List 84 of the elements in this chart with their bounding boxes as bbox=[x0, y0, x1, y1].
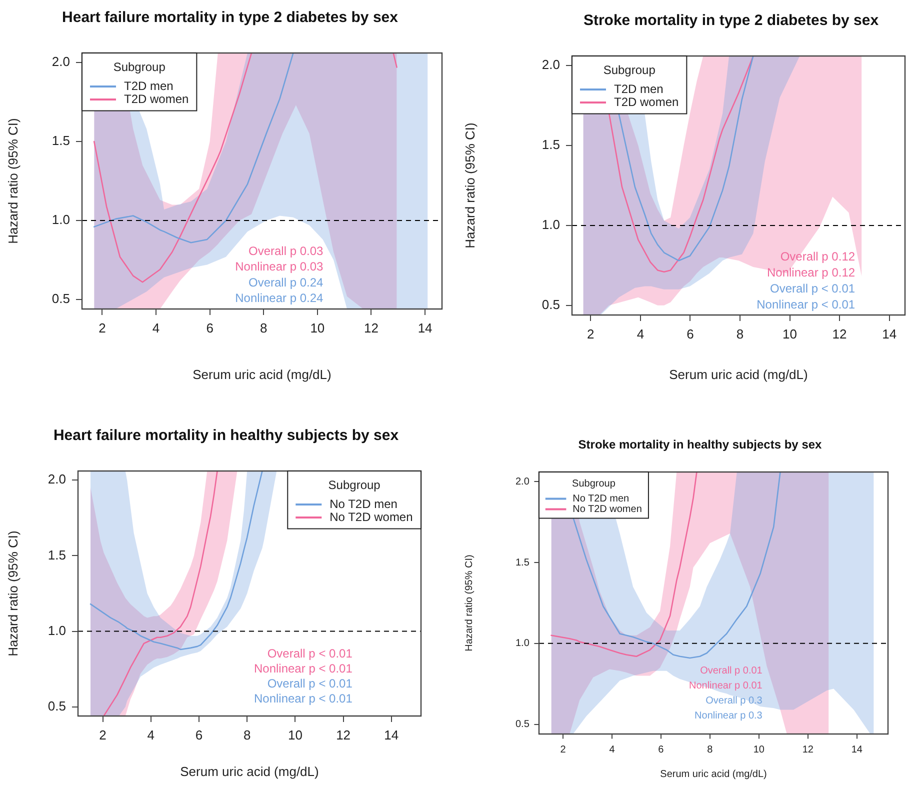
y-tick-label: 2.0 bbox=[48, 472, 66, 487]
annotation: Overall p 0.01 bbox=[700, 665, 763, 676]
chart-title: Heart failure mortality in healthy subjects by sex bbox=[53, 427, 400, 444]
annotation: Nonlinear p < 0.01 bbox=[756, 298, 856, 312]
y-tick-label: 1.0 bbox=[542, 217, 560, 232]
x-tick-label: 14 bbox=[851, 744, 863, 756]
annotation: Nonlinear p < 0.01 bbox=[254, 692, 353, 706]
y-tick-label: 2.0 bbox=[515, 476, 530, 488]
chart-title: Stroke mortality in healthy subjects by sex bbox=[578, 437, 822, 452]
x-tick-label: 6 bbox=[206, 320, 214, 336]
annotation: Overall p < 0.01 bbox=[267, 646, 353, 661]
y-axis-title: Hazard ratio (95% CI) bbox=[464, 554, 475, 652]
x-axis-title: Serum uric acid (mg/dL) bbox=[180, 764, 319, 779]
y-tick-label: 1.0 bbox=[48, 622, 66, 638]
x-tick-label: 10 bbox=[288, 727, 302, 742]
x-tick-label: 14 bbox=[882, 326, 897, 342]
annotation: Nonlinear p 0.12 bbox=[766, 266, 856, 280]
x-tick-label: 14 bbox=[418, 320, 432, 336]
x-tick-label: 12 bbox=[364, 320, 378, 336]
x-tick-label: 6 bbox=[658, 744, 664, 756]
x-tick-label: 10 bbox=[782, 326, 798, 342]
x-tick-label: 2 bbox=[99, 727, 106, 742]
y-axis-title: Hazard ratio (95% CI) bbox=[5, 530, 20, 656]
annotation: Overall p 0.24 bbox=[248, 275, 324, 290]
y-tick-label: 0.5 bbox=[515, 719, 530, 730]
x-tick-label: 8 bbox=[260, 320, 268, 336]
x-tick-label: 2 bbox=[98, 320, 106, 336]
legend-label: No T2D women bbox=[572, 504, 642, 515]
x-tick-label: 2 bbox=[560, 744, 566, 756]
y-tick-label: 0.5 bbox=[542, 296, 560, 312]
legend-label: T2D men bbox=[614, 82, 664, 96]
legend-label: T2D women bbox=[124, 92, 189, 106]
annotation: Nonlinear p < 0.01 bbox=[254, 662, 353, 676]
y-tick-label: 1.0 bbox=[515, 638, 530, 650]
annotation: Overall p < 0.01 bbox=[267, 676, 353, 691]
chart-title: Stroke mortality in type 2 diabetes by sex bbox=[583, 12, 880, 30]
annotation: Nonlinear p 0.3 bbox=[694, 710, 763, 722]
legend-title: Subgroup bbox=[328, 478, 381, 492]
legend-title: Subgroup bbox=[603, 62, 656, 77]
x-tick-label: 6 bbox=[686, 326, 694, 342]
x-axis-title: Serum uric acid (mg/dL) bbox=[669, 366, 808, 382]
x-tick-label: 6 bbox=[195, 727, 203, 742]
annotation: Nonlinear p 0.01 bbox=[688, 680, 763, 692]
x-tick-label: 4 bbox=[609, 744, 616, 756]
x-tick-label: 10 bbox=[310, 320, 325, 336]
annotation: Nonlinear p 0.03 bbox=[235, 260, 324, 274]
x-axis-title: Serum uric acid (mg/dL) bbox=[192, 366, 332, 382]
y-axis-title: Hazard ratio (95% CI) bbox=[462, 122, 478, 248]
legend-label: No T2D men bbox=[330, 496, 398, 511]
x-tick-label: 4 bbox=[147, 727, 154, 742]
x-tick-label: 8 bbox=[243, 727, 251, 742]
x-tick-label: 12 bbox=[802, 744, 814, 756]
y-tick-label: 1.5 bbox=[48, 547, 66, 562]
annotation: Nonlinear p 0.24 bbox=[235, 291, 324, 306]
x-tick-label: 12 bbox=[336, 727, 351, 742]
annotation: Overall p 0.3 bbox=[706, 695, 763, 706]
legend-label: No T2D women bbox=[330, 510, 413, 524]
x-tick-label: 8 bbox=[736, 326, 744, 342]
x-tick-label: 2 bbox=[587, 326, 594, 342]
x-tick-label: 14 bbox=[384, 727, 399, 742]
x-tick-label: 4 bbox=[636, 326, 644, 342]
y-tick-label: 0.5 bbox=[48, 698, 66, 714]
legend-title: Subgroup bbox=[572, 478, 616, 490]
x-tick-label: 12 bbox=[832, 326, 847, 342]
x-tick-label: 8 bbox=[707, 744, 714, 756]
y-tick-label: 2.0 bbox=[542, 57, 560, 72]
annotation: Overall p < 0.01 bbox=[770, 282, 856, 296]
y-axis-title: Hazard ratio (95% CI) bbox=[5, 118, 20, 244]
y-tick-label: 1.0 bbox=[52, 212, 70, 228]
annotation: Overall p 0.03 bbox=[248, 244, 324, 258]
y-tick-label: 1.5 bbox=[515, 557, 530, 568]
legend-title: Subgroup bbox=[113, 60, 166, 74]
y-tick-label: 1.5 bbox=[52, 133, 70, 148]
x-axis-title: Serum uric acid (mg/dL) bbox=[660, 768, 767, 780]
y-tick-label: 2.0 bbox=[52, 54, 70, 70]
y-tick-label: 1.5 bbox=[542, 137, 560, 152]
x-tick-label: 4 bbox=[152, 320, 160, 336]
legend-label: No T2D men bbox=[572, 494, 630, 505]
annotation: Overall p 0.12 bbox=[780, 250, 856, 264]
chart-title: Heart failure mortality in type 2 diabetes by sex bbox=[62, 9, 399, 26]
legend-label: T2D women bbox=[614, 94, 679, 109]
y-tick-label: 0.5 bbox=[52, 291, 70, 306]
legend-label: T2D men bbox=[124, 78, 174, 93]
x-tick-label: 10 bbox=[753, 744, 765, 756]
